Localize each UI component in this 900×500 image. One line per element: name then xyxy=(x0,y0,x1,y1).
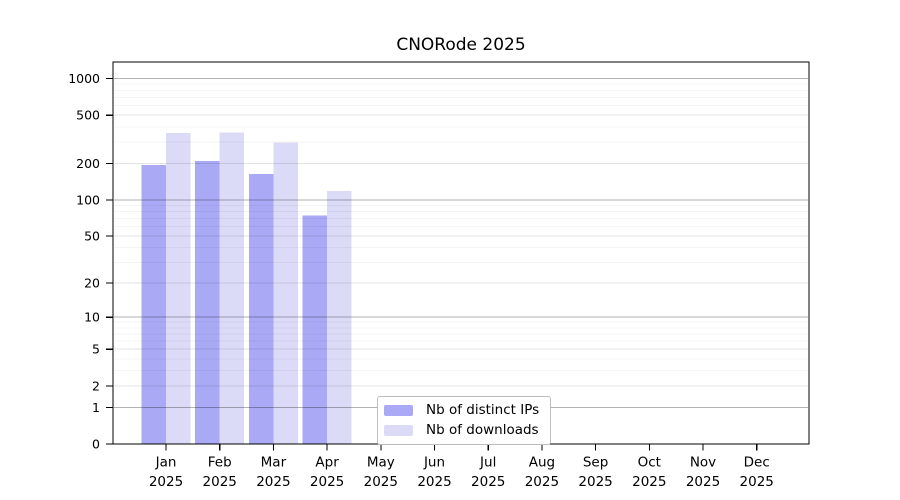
y-tick-label: 0 xyxy=(92,437,100,452)
x-tick-label-month: Jan xyxy=(155,455,177,471)
bar-ips-jan xyxy=(141,164,166,445)
legend-swatch-distinct-ips xyxy=(384,404,413,416)
x-tick-label-month: Nov xyxy=(690,455,716,471)
x-tick-label-month: May xyxy=(367,455,395,471)
y-tick-label: 50 xyxy=(84,229,100,244)
x-tick-label-month: Feb xyxy=(208,455,232,471)
x-tick-label-month: Jul xyxy=(479,455,496,471)
x-tick-label-month: Oct xyxy=(638,455,661,471)
x-tick-label-month: Dec xyxy=(744,455,770,471)
bar-ips-mar xyxy=(248,174,274,444)
x-tick-label-year: 2025 xyxy=(310,474,344,490)
x-tick-label-year: 2025 xyxy=(149,474,183,490)
x-tick-label-month: Aug xyxy=(529,455,555,471)
bar-ips-feb xyxy=(195,160,220,444)
x-tick-label-year: 2025 xyxy=(525,474,559,490)
bar-downloads-jan xyxy=(166,133,191,444)
x-tick-label-year: 2025 xyxy=(203,474,237,490)
x-tick-label-year: 2025 xyxy=(578,474,612,490)
legend-label-distinct-ips: Nb of distinct IPs xyxy=(426,402,540,418)
bar-downloads-feb xyxy=(219,132,245,444)
x-tick-label-year: 2025 xyxy=(686,474,720,490)
y-tick-label: 5 xyxy=(92,342,100,357)
x-tick-label-year: 2025 xyxy=(740,474,774,490)
y-tick-label: 2 xyxy=(92,378,100,393)
x-tick-label-year: 2025 xyxy=(632,474,666,490)
y-tick-label: 500 xyxy=(76,108,100,123)
legend-item-distinct-ips: Nb of distinct IPs xyxy=(384,400,539,420)
legend-item-downloads: Nb of downloads xyxy=(384,420,539,440)
bar-ips-apr xyxy=(302,215,328,444)
legend: Nb of distinct IPs Nb of downloads xyxy=(377,396,552,445)
x-tick-label-month: Apr xyxy=(315,455,339,471)
x-tick-label-month: Jun xyxy=(423,455,445,471)
y-tick-label: 100 xyxy=(76,192,100,207)
y-tick-label: 200 xyxy=(76,156,100,171)
x-tick-label-year: 2025 xyxy=(364,474,398,490)
y-tick-label: 10 xyxy=(84,310,100,325)
x-tick-label-year: 2025 xyxy=(417,474,451,490)
x-tick-label-month: Sep xyxy=(583,455,608,471)
y-tick-label: 20 xyxy=(84,276,100,291)
chart-title: CNORode 2025 xyxy=(396,35,526,55)
x-tick-label-year: 2025 xyxy=(256,474,290,490)
bar-downloads-mar xyxy=(273,142,298,444)
y-tick-label: 1 xyxy=(92,400,100,415)
x-tick-label-month: Mar xyxy=(261,455,287,471)
legend-label-downloads: Nb of downloads xyxy=(426,422,539,438)
y-tick-label: 1000 xyxy=(68,71,100,86)
legend-swatch-downloads xyxy=(384,424,413,436)
bar-downloads-apr xyxy=(327,191,352,444)
x-tick-label-year: 2025 xyxy=(471,474,505,490)
